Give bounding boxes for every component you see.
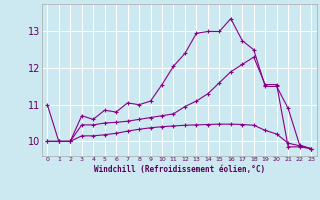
X-axis label: Windchill (Refroidissement éolien,°C): Windchill (Refroidissement éolien,°C) [94, 165, 265, 174]
